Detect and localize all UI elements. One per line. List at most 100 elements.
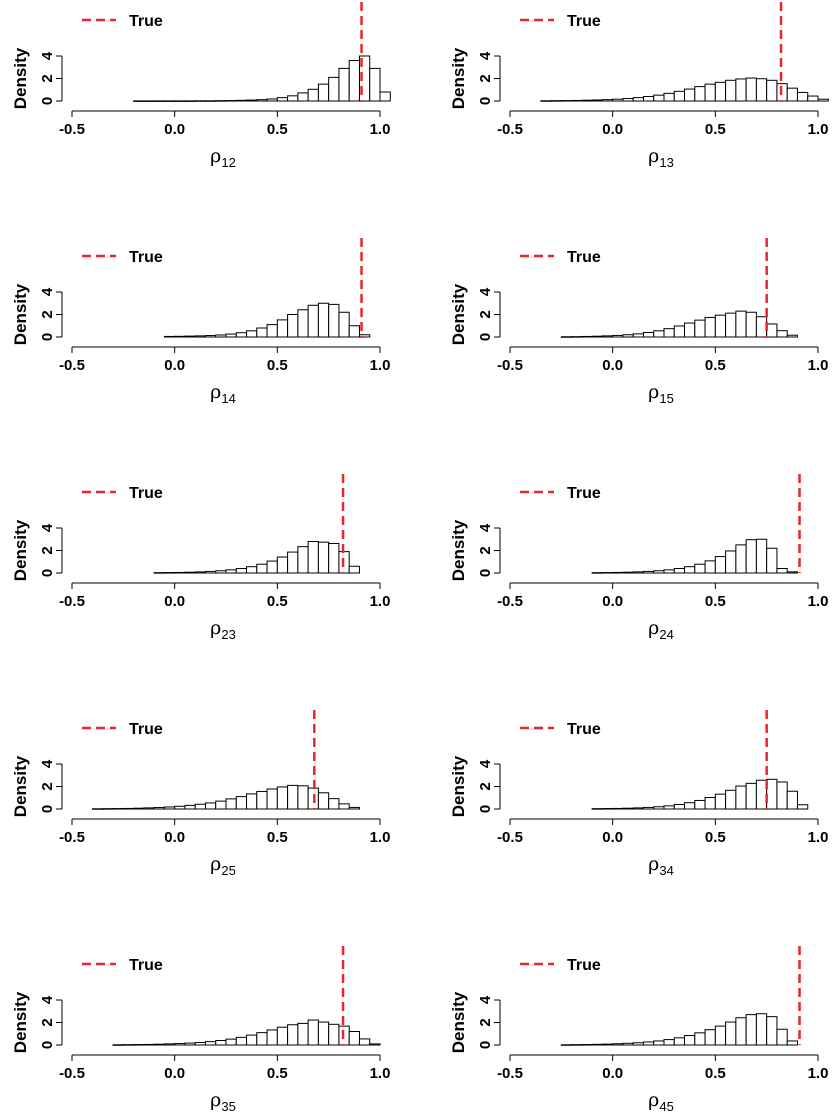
x-axis-label: ρ25 [210, 853, 236, 878]
histogram-bar [601, 1043, 614, 1046]
x-tick-label: 0.0 [602, 357, 623, 374]
y-tick-label: 2 [39, 546, 56, 554]
histogram-bar [786, 1040, 798, 1046]
histogram-bar [591, 335, 603, 338]
legend-label: True [129, 485, 163, 502]
histogram-bar [112, 808, 124, 810]
histogram-bar [112, 1044, 124, 1046]
histogram-bar [745, 782, 757, 810]
histogram-bar [745, 1014, 757, 1046]
histogram-bar [622, 334, 634, 338]
histogram-bar [581, 335, 593, 338]
histogram-bar [796, 804, 809, 810]
histogram-bar [622, 571, 634, 574]
x-axis-label: ρ14 [210, 381, 236, 406]
histogram-bar [684, 566, 696, 574]
histogram-bar [204, 802, 217, 810]
histogram-bar [348, 1031, 360, 1046]
histogram-bar [714, 793, 727, 810]
histogram-bar [663, 805, 675, 810]
histogram-bar [328, 1023, 340, 1046]
legend-label: True [567, 13, 601, 30]
x-tick-label: -0.5 [59, 121, 85, 138]
histogram-bar [807, 95, 819, 102]
histogram-bar [163, 100, 176, 102]
histogram-bar [622, 98, 634, 102]
histogram-bar [235, 796, 248, 810]
x-tick-label: -0.5 [497, 121, 523, 138]
histogram-bar [684, 322, 696, 338]
histogram-panel: -0.5 0.0 0.5 1.0 0 2 4 Density ρ23 True [11, 474, 390, 642]
x-tick-label: 0.0 [164, 1065, 185, 1082]
histogram-bar [246, 566, 258, 574]
histogram-bar [632, 97, 644, 102]
histogram-bar [612, 98, 624, 102]
histogram-bar [246, 99, 258, 102]
y-tick-label: 0 [39, 333, 56, 341]
histogram-panel: -0.5 0.0 0.5 1.0 0 2 4 Density ρ24 True [449, 474, 828, 642]
x-axis-label: ρ23 [210, 617, 236, 642]
histogram-bar [642, 332, 655, 338]
histogram-panel: -0.5 0.0 0.5 1.0 0 2 4 Density ρ25 True [11, 710, 390, 878]
x-tick-label: 0.0 [602, 121, 623, 138]
y-tick-label: 4 [39, 287, 56, 296]
x-axis-label: ρ12 [210, 145, 236, 170]
histogram-bar [307, 541, 319, 574]
histogram-bar [735, 785, 747, 810]
x-tick-label: 0.5 [267, 121, 288, 138]
y-tick-label: 0 [39, 97, 56, 105]
histogram-bar [571, 99, 583, 102]
histogram-bar [704, 1029, 716, 1046]
histogram-bar [612, 807, 624, 810]
histogram-bar [786, 790, 798, 810]
histogram-bar [725, 789, 737, 810]
y-tick-label: 0 [477, 569, 494, 577]
histogram-bar [714, 556, 727, 574]
histogram-bar [266, 1029, 278, 1046]
histogram-bar [755, 78, 768, 102]
histogram-bar [684, 1035, 696, 1046]
y-axis-label: Density [449, 755, 468, 817]
histogram-bar [133, 100, 145, 102]
y-tick-label: 4 [39, 759, 56, 768]
histogram-panel: -0.5 0.0 0.5 1.0 0 2 4 Density ρ12 True [11, 2, 391, 170]
x-tick-label: 0.5 [267, 1065, 288, 1082]
histogram-bar [92, 808, 104, 810]
x-axis-label: ρ24 [648, 617, 674, 642]
histogram-bar [766, 1016, 778, 1046]
histogram-bar [684, 802, 696, 810]
histogram-bar [601, 99, 614, 102]
y-axis-label: Density [11, 519, 30, 581]
histogram-bar [256, 99, 268, 102]
histogram-bar [725, 550, 737, 574]
x-tick-label: 1.0 [370, 1065, 391, 1082]
x-tick-label: 0.5 [705, 593, 726, 610]
histogram-bar [755, 779, 768, 810]
x-axis-label: ρ13 [648, 145, 674, 170]
legend-label: True [129, 249, 163, 266]
histogram-bar [246, 1034, 258, 1046]
histogram-bar [735, 310, 747, 338]
x-tick-label: 0.5 [267, 829, 288, 846]
histogram-bar [215, 800, 227, 810]
x-axis-label: ρ34 [648, 853, 674, 878]
histogram-bar [550, 100, 562, 102]
x-tick-label: 1.0 [808, 357, 829, 374]
histogram-bar [601, 335, 614, 338]
histogram-bar [673, 1037, 686, 1046]
histogram-bar [235, 99, 248, 102]
histogram-bar [256, 790, 268, 810]
y-tick-label: 4 [39, 523, 56, 532]
histogram-bar [328, 798, 340, 810]
histogram-bar [776, 781, 788, 810]
histogram-bar [673, 90, 686, 102]
histogram-bar [246, 793, 258, 810]
x-tick-label: -0.5 [59, 357, 85, 374]
y-axis-label: Density [449, 47, 468, 109]
histogram-bar [591, 572, 603, 574]
y-tick-label: 4 [477, 523, 494, 532]
histogram-bar [163, 572, 176, 574]
y-tick-label: 2 [39, 1018, 56, 1026]
histogram-bar [591, 1043, 603, 1046]
histogram-bar [317, 792, 330, 810]
